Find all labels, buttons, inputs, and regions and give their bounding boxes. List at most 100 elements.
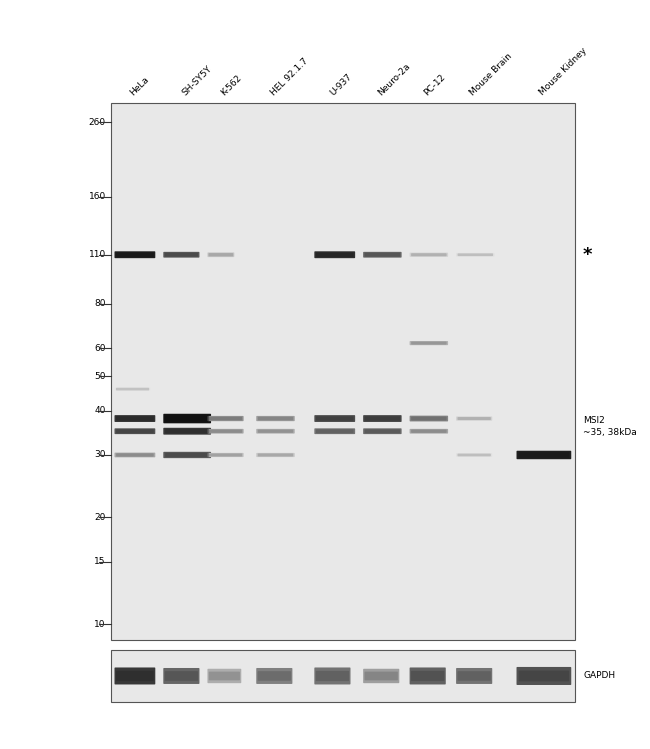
FancyBboxPatch shape [363, 415, 402, 422]
Text: Neuro-2a: Neuro-2a [376, 61, 412, 97]
Text: 260: 260 [89, 118, 106, 127]
Text: Mouse Brain: Mouse Brain [467, 52, 514, 97]
FancyBboxPatch shape [363, 252, 402, 258]
FancyBboxPatch shape [258, 453, 293, 456]
FancyBboxPatch shape [256, 429, 294, 434]
FancyBboxPatch shape [114, 428, 155, 434]
Text: 110: 110 [88, 250, 106, 259]
FancyBboxPatch shape [207, 252, 234, 257]
FancyBboxPatch shape [316, 671, 349, 681]
FancyBboxPatch shape [116, 671, 153, 681]
FancyBboxPatch shape [316, 416, 354, 421]
FancyBboxPatch shape [207, 416, 244, 421]
FancyBboxPatch shape [517, 451, 571, 459]
FancyBboxPatch shape [116, 429, 153, 433]
FancyBboxPatch shape [411, 671, 445, 681]
Text: K-562: K-562 [219, 73, 243, 97]
FancyBboxPatch shape [209, 672, 240, 680]
FancyBboxPatch shape [163, 452, 211, 458]
Text: SH-SY5Y: SH-SY5Y [181, 64, 214, 97]
FancyBboxPatch shape [458, 454, 491, 456]
FancyBboxPatch shape [365, 672, 398, 680]
Text: PC-12: PC-12 [422, 73, 447, 97]
FancyBboxPatch shape [517, 667, 571, 685]
FancyBboxPatch shape [207, 669, 241, 683]
FancyBboxPatch shape [163, 668, 200, 684]
FancyBboxPatch shape [363, 428, 402, 434]
FancyBboxPatch shape [456, 453, 492, 457]
FancyBboxPatch shape [114, 667, 155, 685]
FancyBboxPatch shape [315, 667, 350, 685]
FancyBboxPatch shape [458, 417, 491, 420]
FancyBboxPatch shape [209, 416, 242, 420]
FancyBboxPatch shape [458, 671, 491, 681]
Text: 60: 60 [94, 344, 106, 353]
FancyBboxPatch shape [458, 253, 493, 256]
FancyBboxPatch shape [365, 252, 400, 257]
FancyBboxPatch shape [365, 416, 400, 421]
FancyBboxPatch shape [316, 429, 354, 433]
FancyBboxPatch shape [209, 453, 242, 456]
FancyBboxPatch shape [116, 416, 153, 421]
FancyBboxPatch shape [410, 341, 448, 345]
FancyBboxPatch shape [456, 253, 495, 257]
FancyBboxPatch shape [111, 103, 575, 640]
Text: U-937: U-937 [328, 72, 354, 97]
FancyBboxPatch shape [519, 670, 569, 682]
FancyBboxPatch shape [114, 452, 155, 458]
FancyBboxPatch shape [411, 416, 447, 420]
FancyBboxPatch shape [257, 671, 291, 681]
FancyBboxPatch shape [256, 453, 294, 457]
FancyBboxPatch shape [164, 671, 198, 681]
Text: 15: 15 [94, 557, 106, 566]
FancyBboxPatch shape [256, 416, 294, 421]
Text: GAPDH: GAPDH [583, 671, 615, 681]
Text: 30: 30 [94, 450, 106, 459]
FancyBboxPatch shape [519, 452, 569, 458]
Text: 20: 20 [95, 513, 106, 522]
Text: *: * [583, 246, 593, 264]
FancyBboxPatch shape [165, 453, 209, 457]
FancyBboxPatch shape [410, 416, 448, 422]
FancyBboxPatch shape [411, 342, 447, 345]
Text: HeLa: HeLa [128, 75, 151, 97]
FancyBboxPatch shape [258, 430, 293, 433]
FancyBboxPatch shape [209, 253, 233, 256]
Text: 40: 40 [95, 406, 106, 415]
FancyBboxPatch shape [365, 429, 400, 433]
FancyBboxPatch shape [114, 415, 155, 422]
Text: HEL 92.1.7: HEL 92.1.7 [269, 56, 310, 97]
Text: MSI2
~35, 38kDa: MSI2 ~35, 38kDa [583, 416, 637, 437]
FancyBboxPatch shape [456, 668, 492, 684]
FancyBboxPatch shape [411, 253, 447, 256]
FancyBboxPatch shape [256, 668, 292, 684]
Text: 160: 160 [88, 192, 106, 201]
FancyBboxPatch shape [114, 387, 151, 391]
FancyBboxPatch shape [116, 252, 153, 257]
FancyBboxPatch shape [114, 252, 155, 258]
FancyBboxPatch shape [410, 252, 448, 257]
FancyBboxPatch shape [411, 430, 447, 433]
FancyBboxPatch shape [315, 252, 355, 258]
FancyBboxPatch shape [165, 416, 209, 422]
FancyBboxPatch shape [164, 252, 198, 257]
FancyBboxPatch shape [209, 430, 242, 433]
FancyBboxPatch shape [315, 415, 355, 422]
Text: Mouse Kidney: Mouse Kidney [538, 46, 588, 97]
FancyBboxPatch shape [111, 650, 575, 702]
FancyBboxPatch shape [363, 669, 399, 683]
FancyBboxPatch shape [316, 252, 354, 257]
FancyBboxPatch shape [207, 429, 244, 434]
FancyBboxPatch shape [456, 416, 492, 421]
FancyBboxPatch shape [163, 413, 211, 423]
FancyBboxPatch shape [315, 428, 355, 434]
FancyBboxPatch shape [116, 453, 153, 457]
FancyBboxPatch shape [116, 388, 150, 390]
Text: 10: 10 [94, 619, 106, 628]
FancyBboxPatch shape [410, 667, 446, 685]
FancyBboxPatch shape [163, 428, 211, 434]
FancyBboxPatch shape [165, 429, 209, 434]
FancyBboxPatch shape [163, 252, 200, 258]
FancyBboxPatch shape [410, 429, 448, 434]
FancyBboxPatch shape [258, 416, 293, 420]
